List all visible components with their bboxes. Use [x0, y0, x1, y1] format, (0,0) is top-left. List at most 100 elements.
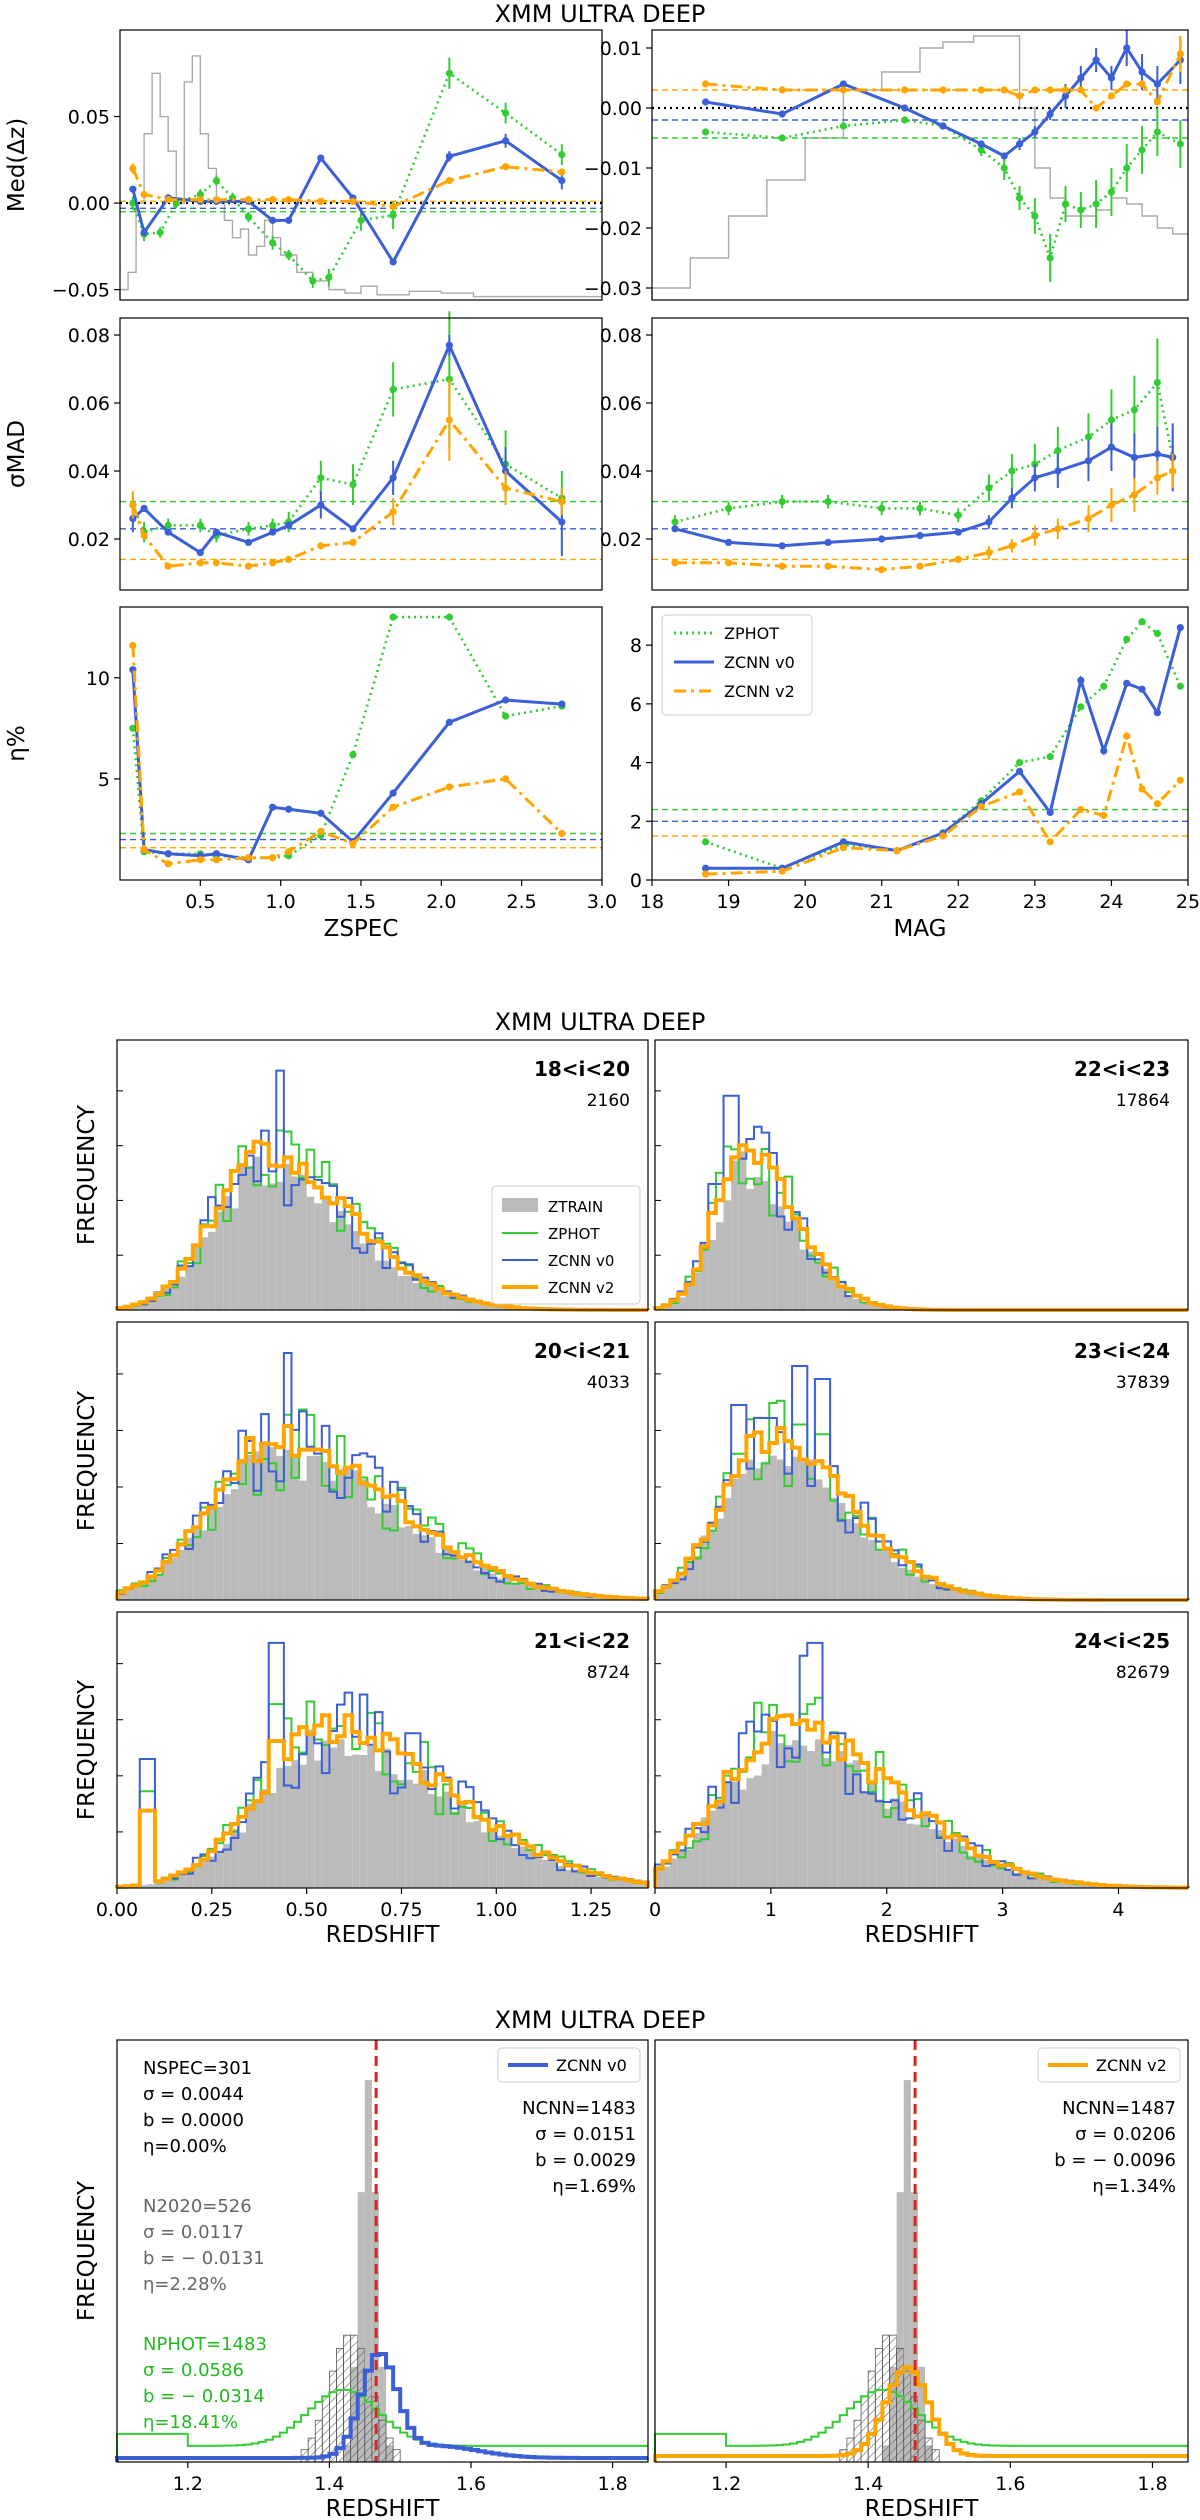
fig2-ztrain-bar [291, 1760, 300, 1888]
fig2-ztrain-bar [602, 1876, 611, 1888]
fig2-ztrain-bar [344, 1224, 353, 1310]
fig2-panel-frame [654, 1321, 1189, 1601]
fig2-ztrain-bar [974, 1595, 983, 1600]
fig1-f-xtick-label: 20 [793, 891, 817, 913]
fig2-ztrain-bar [200, 1530, 209, 1600]
fig1-f-point [1015, 767, 1024, 775]
fig1-b-point [1046, 110, 1054, 118]
fig1-e-xtick-label: 3.0 [587, 891, 617, 913]
fig1-b-series-line [705, 44, 1182, 158]
fig1-panel-d: 0.02 0.04 0.06 0.08 [600, 317, 1189, 591]
fig2-ztrain-bar [693, 1833, 701, 1888]
fig3-hatched-bar [867, 2370, 876, 2463]
fig2-ztrain-bar [929, 1584, 937, 1600]
fig2-ztrain-bar [503, 1838, 512, 1888]
fig1-a-point [325, 273, 333, 282]
fig1-d-point [1084, 515, 1093, 523]
fig2-ztrain-bar [1058, 1881, 1067, 1888]
fig2-ztrain-bar [875, 1550, 884, 1600]
fig1-a-point [244, 196, 253, 204]
fig2-ztrain-bar [814, 1739, 823, 1888]
fig2-xtick-label: 0.50 [285, 1899, 327, 1921]
fig2-ztrain-bar [276, 1181, 284, 1310]
fig1-e-point [164, 860, 172, 868]
fig1-f-xtick-label: 21 [870, 891, 894, 913]
fig1-a-point [140, 228, 148, 237]
fig2-legend-label: ZCNN v0 [548, 1252, 614, 1270]
fig1-a-point [558, 151, 566, 159]
fig2-ztrain-bar [245, 1165, 254, 1310]
fig1-a-point [389, 258, 397, 266]
fig2-ztrain-bar [837, 1751, 846, 1888]
fig2-ztrain-bar [481, 1566, 489, 1600]
fig2-ztrain-bar [215, 1211, 224, 1310]
fig1-legend-label: ZCNN v0 [724, 653, 795, 672]
fig1-d-point [985, 549, 993, 557]
fig2-ztrain-bar [1012, 1872, 1021, 1888]
fig2-ylabel: FREQUENCY [74, 1104, 100, 1245]
fig1-f-point [1046, 808, 1054, 817]
fig1-f-point [1176, 623, 1184, 632]
fig2-ztrain-bar [807, 1459, 815, 1600]
fig3-2020-stat: σ = 0.0117 [143, 2222, 244, 2243]
fig2-ztrain-bar [814, 1263, 823, 1310]
fig2-legend-label: ZCNN v2 [548, 1279, 614, 1297]
fig2-ztrain-bar [428, 1794, 436, 1888]
fig3-2020-stat: N2020=526 [143, 2196, 252, 2217]
fig2-ztrain-bar [776, 1743, 785, 1888]
fig1-c-point [445, 416, 453, 424]
fig1-d-point [916, 562, 924, 570]
fig1-c-ytick-label: 0.08 [68, 325, 110, 347]
fig2-ztrain-bar [685, 1562, 694, 1600]
fig2-ztrain-bar [382, 1260, 391, 1310]
fig2-ztrain-bar [336, 1739, 345, 1888]
fig1-d-point [824, 538, 832, 547]
fig1-e-point [269, 854, 277, 862]
fig1-a-ytick-label: 0.05 [68, 107, 110, 129]
fig1-c-point [244, 562, 253, 570]
fig1-b-ytick-label: −0.03 [584, 278, 642, 300]
fig3-zcnn-hist [653, 2365, 1188, 2462]
fig2-ztrain-bar [511, 1847, 520, 1888]
fig2-ztrain-bar [761, 1180, 770, 1310]
fig2-ztrain-bar [526, 1584, 535, 1600]
fig3-phot-stat: NPHOT=1483 [143, 2334, 267, 2355]
fig1-b-point [1000, 152, 1008, 160]
fig2-ztrain-bar [594, 1596, 603, 1600]
fig2-ztrain-bar [473, 1570, 482, 1600]
fig1-e-series-line [131, 615, 563, 860]
fig2-ztrain-bar [670, 1858, 678, 1888]
fig1-c-point [285, 555, 293, 564]
fig1-e-point [349, 840, 357, 848]
fig1-c-point [389, 474, 397, 482]
fig1-d-point [1107, 501, 1116, 509]
fig2-ztrain-bar [412, 1283, 421, 1310]
fig3-legend-box [497, 2047, 641, 2083]
fig1-d-ytick-label: 0.04 [600, 461, 642, 483]
fig2-ztrain-bar [982, 1860, 991, 1888]
fig2-panel-frame [116, 1039, 649, 1311]
fig1-d-point [671, 518, 679, 526]
fig1-d-point [1031, 532, 1039, 540]
fig2-ztrain-bar [139, 1582, 148, 1600]
fig1-b-point [778, 134, 786, 142]
fig2-ztrain-bar [511, 1583, 520, 1600]
fig2-ztrain-bar [1020, 1872, 1029, 1888]
fig2-ztrain-bar [1066, 1882, 1074, 1888]
fig2-ztrain-bar [769, 1455, 777, 1600]
fig2-ztrain-bar [185, 1537, 193, 1600]
fig1-f-point [1176, 682, 1184, 690]
fig1-d-series-line [674, 445, 1174, 548]
fig1-e-point [269, 803, 277, 811]
fig1-a-point [269, 196, 277, 204]
fig2-ztrain-bar [738, 1473, 747, 1600]
fig2-ztrain-bar [238, 1458, 246, 1600]
fig2-ztrain-bar [261, 1185, 269, 1310]
fig2-ztrain-bar [359, 1479, 368, 1600]
fig1-e-point [196, 856, 204, 864]
fig1-a-point [196, 196, 204, 204]
fig2-ztrain-bar [321, 1461, 330, 1600]
fig2-ztrain-bar [200, 1859, 209, 1888]
fig2-ztrain-bar [230, 1208, 239, 1310]
fig1-e-point [389, 803, 397, 811]
